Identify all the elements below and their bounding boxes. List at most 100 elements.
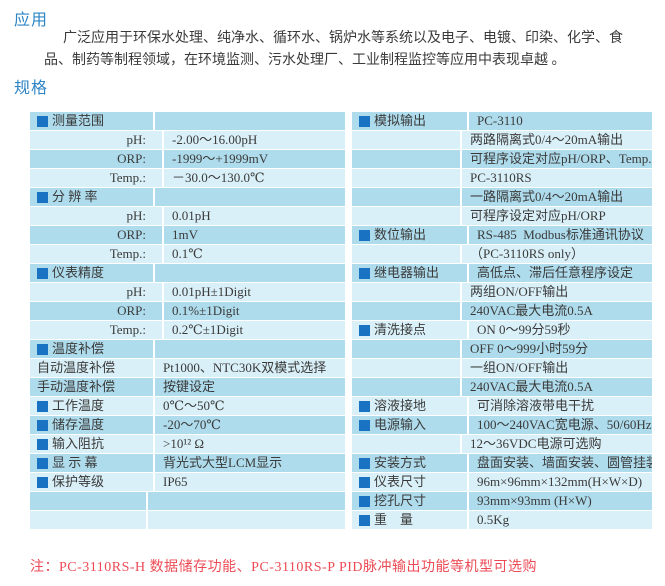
spec-row: 可程序设定对应pH/ORP bbox=[352, 207, 652, 225]
spec-label: 数位输出 bbox=[352, 226, 467, 244]
spec-label bbox=[352, 283, 460, 301]
bullet-square-icon bbox=[359, 495, 370, 507]
spec-label-text: 仪表精度 bbox=[52, 265, 105, 280]
section-title-specs: 规格 bbox=[14, 80, 49, 97]
spec-label: pH: bbox=[30, 283, 162, 301]
spec-row: 电源输入 100～240VAC宽电源、50/60Hz bbox=[352, 416, 652, 434]
section-title-application: 应用 bbox=[14, 12, 49, 29]
spec-label-text: 重 量 bbox=[374, 512, 414, 527]
spec-value: 0℃～50℃ bbox=[155, 397, 345, 415]
spec-row: 手动温度补偿 按键设定 bbox=[30, 378, 345, 396]
spec-label: 重 量 bbox=[352, 511, 467, 529]
spec-label: ORP: bbox=[30, 150, 162, 168]
spec-row: OFF 0～999小时59分 bbox=[352, 340, 652, 358]
spec-value: 0.1℃ bbox=[164, 245, 345, 263]
spec-row: pH: 0.01pH bbox=[30, 207, 345, 225]
bullet-square-icon bbox=[37, 457, 48, 469]
spec-row: 两路隔离式0/4～20mA输出 bbox=[352, 131, 652, 149]
spec-label: Temp.: bbox=[30, 169, 162, 187]
spec-value: 93mm×93mm (H×W) bbox=[469, 492, 652, 510]
spec-row: 12～36VDC电源可选购 bbox=[352, 435, 652, 453]
bullet-square-icon bbox=[37, 343, 48, 355]
intro-paragraph: 广泛应用于环保水处理、纯净水、循环水、锅炉水等系统以及电子、电镀、印染、化学、食… bbox=[44, 28, 632, 72]
spec-value: 一路隔离式0/4～20mA输出 bbox=[462, 188, 652, 206]
spec-value: 0.01pH±1Digit bbox=[164, 283, 345, 301]
bullet-square-icon bbox=[359, 476, 370, 488]
spec-value: 96m×96mm×132mm(H×W×D) bbox=[469, 473, 652, 491]
bullet-square-icon bbox=[37, 476, 48, 488]
spec-label-text: 保护等级 bbox=[52, 474, 105, 489]
spec-row: 安装方式 盘面安装、墙面安装、圆管挂装 bbox=[352, 454, 652, 472]
spec-label: Temp.: bbox=[30, 245, 162, 263]
spec-label: 测量范围 bbox=[30, 112, 153, 130]
spec-label: 挖孔尺寸 bbox=[352, 492, 467, 510]
spec-label-text: 显 示 幕 bbox=[52, 455, 98, 470]
spec-label-text: 分 辨 率 bbox=[52, 189, 98, 204]
spec-row: ORP: 0.1%±1Digit bbox=[30, 302, 345, 320]
spec-label bbox=[352, 188, 460, 206]
spec-table-left: 测量范围 pH: -2.00～16.00pH ORP: -1999～+1999mV Tem… bbox=[30, 112, 345, 530]
spec-label-text: 温度补偿 bbox=[52, 341, 105, 356]
spec-value bbox=[148, 492, 345, 510]
spec-label bbox=[352, 169, 460, 187]
spec-value: 背光式大型LCM显示 bbox=[155, 454, 345, 472]
spec-label: 电源输入 bbox=[352, 416, 467, 434]
spec-label bbox=[352, 131, 460, 149]
spec-label bbox=[352, 245, 460, 263]
spec-value: 240VAC最大电流0.5A bbox=[462, 378, 652, 396]
intro-line: 广泛应用于环保水处理、纯净水、循环水、锅炉水等系统以及电子、电镀、印染、化学、食 bbox=[63, 31, 623, 46]
spec-row: 继电器输出 高低点、滞后任意程序设定 bbox=[352, 264, 652, 282]
spec-value: ON 0～99分59秒 bbox=[469, 321, 652, 339]
bullet-square-icon bbox=[359, 419, 370, 431]
bullet-square-icon bbox=[359, 115, 370, 127]
spec-label: ORP: bbox=[30, 302, 162, 320]
spec-value: RS-485 Modbus标准通讯协议 bbox=[469, 226, 652, 244]
spec-label: pH: bbox=[30, 131, 162, 149]
spec-row: 一组ON/OFF输出 bbox=[352, 359, 652, 377]
spec-row: Temp.: 0.2℃±1Digit bbox=[30, 321, 345, 339]
bullet-square-icon bbox=[37, 438, 48, 450]
spec-label-text: 电源输入 bbox=[374, 417, 427, 432]
spec-row: 240VAC最大电流0.5A bbox=[352, 378, 652, 396]
spec-row: 两组ON/OFF输出 bbox=[352, 283, 652, 301]
spec-label: 模拟输出 bbox=[352, 112, 467, 130]
spec-value bbox=[155, 340, 345, 358]
spec-label bbox=[352, 378, 460, 396]
spec-label bbox=[30, 511, 146, 529]
spec-value: IP65 bbox=[155, 473, 345, 491]
spec-value: 高低点、滞后任意程序设定 bbox=[469, 264, 652, 282]
spec-row: 自动温度补偿 Pt1000、NTC30K双模式选择 bbox=[30, 359, 345, 377]
spec-row: 分 辨 率 bbox=[30, 188, 345, 206]
spec-label: 手动温度补偿 bbox=[30, 378, 153, 396]
bullet-square-icon bbox=[359, 267, 370, 279]
bullet-square-icon bbox=[37, 267, 48, 279]
bullet-square-icon bbox=[37, 419, 48, 431]
spec-label-text: 测量范围 bbox=[52, 113, 105, 128]
spec-row: 仪表尺寸 96m×96mm×132mm(H×W×D) bbox=[352, 473, 652, 491]
spec-value: 100～240VAC宽电源、50/60Hz bbox=[469, 416, 652, 434]
spec-value: 两组ON/OFF输出 bbox=[462, 283, 652, 301]
spec-label-text: 继电器输出 bbox=[374, 265, 440, 280]
spec-value bbox=[155, 112, 345, 130]
spec-row: PC-3110RS bbox=[352, 169, 652, 187]
spec-label-text: 仪表尺寸 bbox=[374, 474, 427, 489]
bullet-square-icon bbox=[37, 400, 48, 412]
spec-row: 清洗接点 ON 0～99分59秒 bbox=[352, 321, 652, 339]
spec-value: Pt1000、NTC30K双模式选择 bbox=[155, 359, 345, 377]
spec-row bbox=[30, 511, 345, 529]
spec-label: 温度补偿 bbox=[30, 340, 153, 358]
spec-row: ORP: 1mV bbox=[30, 226, 345, 244]
spec-table-right: 模拟输出 PC-3110 两路隔离式0/4～20mA输出 可程序设定对应pH/ORP、… bbox=[352, 112, 652, 530]
intro-line: 品、制药等制程领域，在环境监测、污水处理厂、工业制程监控等应用中表现卓越 。 bbox=[44, 53, 566, 68]
spec-value: >10¹² Ω bbox=[155, 435, 345, 453]
spec-label: 仪表精度 bbox=[30, 264, 153, 282]
spec-label: 输入阻抗 bbox=[30, 435, 153, 453]
spec-value: PC-3110RS bbox=[462, 169, 652, 187]
spec-value: PC-3110 bbox=[469, 112, 652, 130]
spec-label-text: 挖孔尺寸 bbox=[374, 493, 427, 508]
spec-row: 测量范围 bbox=[30, 112, 345, 130]
spec-value: 一组ON/OFF输出 bbox=[462, 359, 652, 377]
spec-label: Temp.: bbox=[30, 321, 162, 339]
spec-row: 一路隔离式0/4～20mA输出 bbox=[352, 188, 652, 206]
spec-label-text: 清洗接点 bbox=[374, 322, 427, 337]
